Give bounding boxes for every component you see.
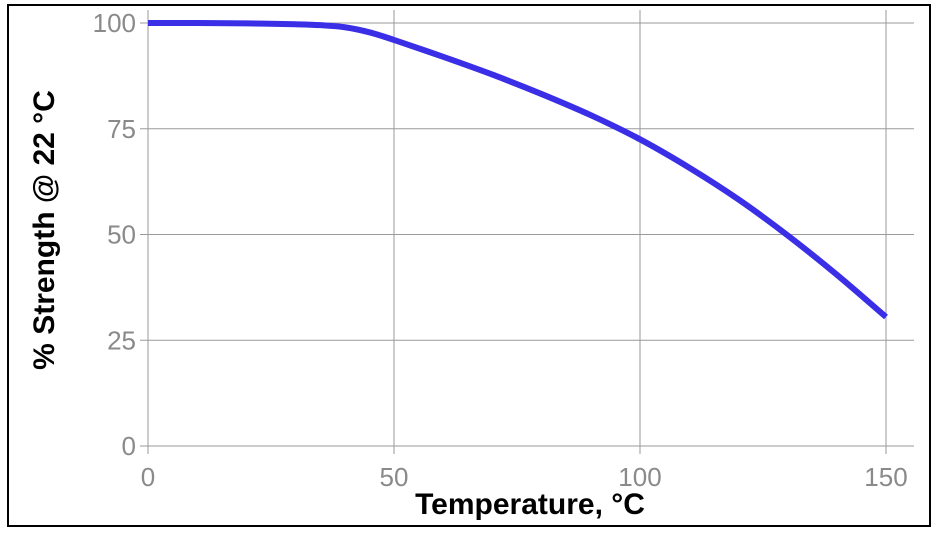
y-axis-label: % Strength @ 22 °C — [28, 90, 61, 370]
y-tick-label: 50 — [107, 220, 136, 250]
y-tick-label: 75 — [107, 114, 136, 144]
tick-labels: 0 25 50 75 100 0 50 100 150 — [93, 8, 908, 492]
x-tick-label: 0 — [141, 462, 155, 492]
x-tick-label: 50 — [380, 462, 409, 492]
y-tick-label: 100 — [93, 8, 136, 38]
grid — [140, 10, 914, 454]
x-axis-label: Temperature, °C — [415, 488, 645, 521]
x-tick-label: 150 — [864, 462, 907, 492]
y-tick-label: 0 — [122, 431, 136, 461]
chart-frame — [7, 4, 931, 527]
x-tick-label: 100 — [618, 462, 661, 492]
y-tick-label: 25 — [107, 325, 136, 355]
series-line — [147, 19, 888, 320]
series-layer — [147, 19, 888, 320]
